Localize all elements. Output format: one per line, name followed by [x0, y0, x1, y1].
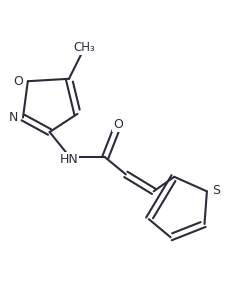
Text: N: N	[9, 111, 18, 124]
Text: O: O	[14, 75, 23, 88]
Text: CH₃: CH₃	[74, 41, 96, 54]
Text: S: S	[212, 184, 220, 197]
Text: HN: HN	[60, 153, 78, 166]
Text: O: O	[113, 118, 123, 131]
